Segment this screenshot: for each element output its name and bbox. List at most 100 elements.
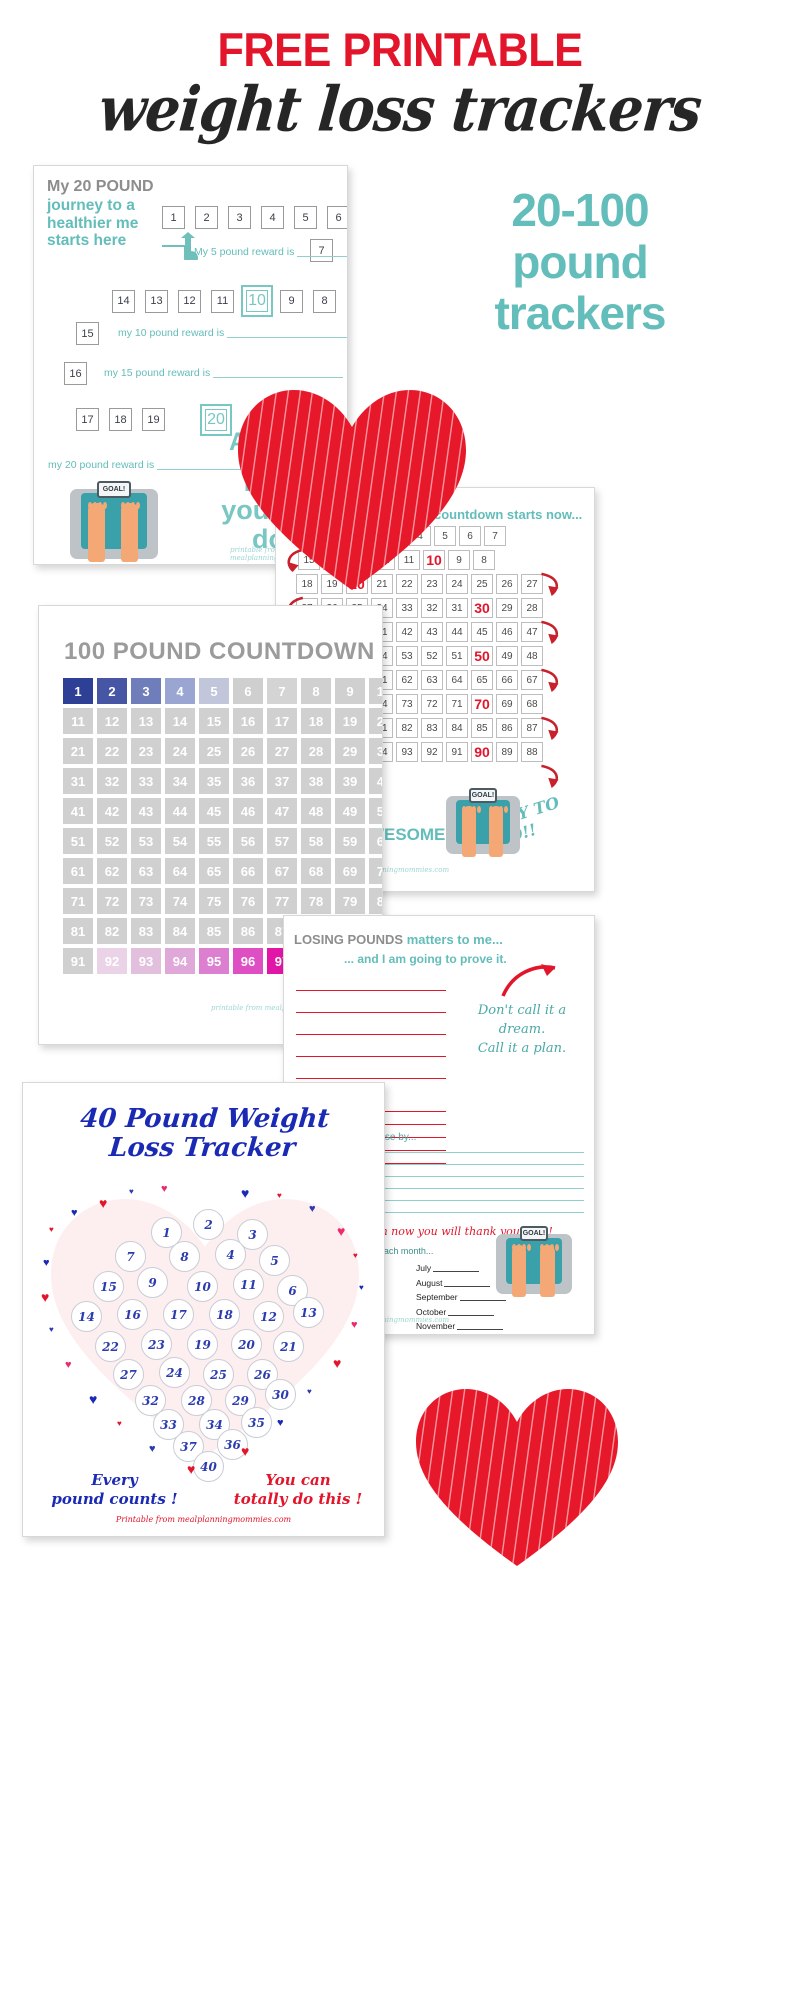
cardgrid-cell-45[interactable]: 45	[199, 798, 229, 824]
cardgrid-cell-34[interactable]: 34	[165, 768, 195, 794]
cardwhy-note-line-2[interactable]	[296, 1164, 584, 1165]
cardred-box-93[interactable]: 93	[396, 742, 418, 762]
cardheart-circle-11[interactable]: 11	[233, 1269, 264, 1300]
cardgrid-cell-3[interactable]: 3	[131, 678, 161, 704]
cardwhy-note-line-3[interactable]	[296, 1176, 584, 1177]
cardred-box-10[interactable]: 10	[423, 550, 445, 570]
cardheart-circle-4[interactable]: 4	[215, 1239, 246, 1270]
cardheart-circle-35[interactable]: 35	[241, 1407, 272, 1438]
cardgrid-cell-85[interactable]: 85	[199, 918, 229, 944]
cardgrid-cell-77[interactable]: 77	[267, 888, 297, 914]
cardred-box-64[interactable]: 64	[446, 670, 468, 690]
cardwhy-month-line-october[interactable]	[448, 1308, 495, 1316]
tracker-card-20-pound[interactable]: My 20 POUND journey to a healthier me st…	[33, 165, 348, 565]
cardgrid-cell-69[interactable]: 69	[335, 858, 365, 884]
cardgrid-cell-13[interactable]: 13	[131, 708, 161, 734]
cardgrid-cell-4[interactable]: 4	[165, 678, 195, 704]
cardgrid-cell-56[interactable]: 56	[233, 828, 263, 854]
cardred-box-72[interactable]: 72	[421, 694, 443, 714]
cardgrid-cell-25[interactable]: 25	[199, 738, 229, 764]
cardgrid-cell-43[interactable]: 43	[131, 798, 161, 824]
cardwhy-month-october[interactable]: October	[416, 1305, 506, 1320]
cardwhy-month-november[interactable]: November	[416, 1319, 506, 1334]
card20-box-14[interactable]: 14	[112, 289, 135, 313]
cardheart-circle-30[interactable]: 30	[265, 1379, 296, 1410]
cardwhy-month-september[interactable]: September	[416, 1290, 506, 1305]
cardgrid-cell-61[interactable]: 61	[63, 858, 93, 884]
cardred-box-45[interactable]: 45	[471, 622, 493, 642]
cardgrid-cell-68[interactable]: 68	[301, 858, 331, 884]
cardgrid-cell-96[interactable]: 96	[233, 948, 263, 974]
cardgrid-cell-50[interactable]: 50	[369, 798, 382, 824]
cardgrid-cell-55[interactable]: 55	[199, 828, 229, 854]
cardgrid-cell-92[interactable]: 92	[97, 948, 127, 974]
cardheart-circle-3[interactable]: 3	[237, 1219, 268, 1250]
cardgrid-cell-76[interactable]: 76	[233, 888, 263, 914]
cardgrid-cell-16[interactable]: 16	[233, 708, 263, 734]
cardgrid-cell-47[interactable]: 47	[267, 798, 297, 824]
card20-box-4[interactable]: 4	[261, 206, 284, 229]
cardred-box-7[interactable]: 7	[484, 526, 506, 546]
cardred-box-33[interactable]: 33	[396, 598, 418, 618]
cardgrid-cell-72[interactable]: 72	[97, 888, 127, 914]
cardgrid-cell-35[interactable]: 35	[199, 768, 229, 794]
cardgrid-cell-60[interactable]: 60	[369, 828, 382, 854]
cardheart-circle-10[interactable]: 10	[187, 1271, 218, 1302]
cardheart-circle-1[interactable]: 1	[151, 1217, 182, 1248]
cardheart-circle-24[interactable]: 24	[159, 1357, 190, 1388]
cardgrid-cell-22[interactable]: 22	[97, 738, 127, 764]
cardgrid-cell-83[interactable]: 83	[131, 918, 161, 944]
cardred-box-25[interactable]: 25	[471, 574, 493, 594]
cardgrid-cell-59[interactable]: 59	[335, 828, 365, 854]
cardgrid-cell-28[interactable]: 28	[301, 738, 331, 764]
cardgrid-cell-2[interactable]: 2	[97, 678, 127, 704]
cardgrid-cell-51[interactable]: 51	[63, 828, 93, 854]
cardwhy-note-line-6[interactable]	[296, 1212, 584, 1213]
cardred-box-48[interactable]: 48	[521, 646, 543, 666]
cardheart-circle-29[interactable]: 29	[225, 1385, 256, 1416]
cardred-box-47[interactable]: 47	[521, 622, 543, 642]
cardred-box-28[interactable]: 28	[521, 598, 543, 618]
card20-box-3[interactable]: 3	[228, 206, 251, 229]
cardwhy-month-august[interactable]: August	[416, 1276, 506, 1291]
cardgrid-cell-31[interactable]: 31	[63, 768, 93, 794]
cardgrid-cell-44[interactable]: 44	[165, 798, 195, 824]
cardgrid-cell-54[interactable]: 54	[165, 828, 195, 854]
cardred-box-63[interactable]: 63	[421, 670, 443, 690]
cardgrid-cell-10[interactable]: 10	[369, 678, 382, 704]
cardheart-circle-6[interactable]: 6	[277, 1275, 308, 1306]
cardheart-circle-36[interactable]: 36	[217, 1429, 248, 1460]
cardwhy-why-line-1[interactable]	[296, 990, 446, 991]
cardwhy-month-line-july[interactable]	[433, 1264, 480, 1272]
cardred-box-21[interactable]: 21	[371, 574, 393, 594]
cardgrid-cell-66[interactable]: 66	[233, 858, 263, 884]
cardgrid-cell-21[interactable]: 21	[63, 738, 93, 764]
cardheart-circle-16[interactable]: 16	[117, 1299, 148, 1330]
cardheart-circle-12[interactable]: 12	[253, 1301, 284, 1332]
cardred-box-5[interactable]: 5	[434, 526, 456, 546]
card20-milestone-20[interactable]: 20	[200, 404, 232, 436]
cardgrid-cell-27[interactable]: 27	[267, 738, 297, 764]
cardgrid-cell-95[interactable]: 95	[199, 948, 229, 974]
card20-reward-10-line[interactable]	[227, 327, 347, 338]
cardheart-circle-13[interactable]: 13	[293, 1297, 324, 1328]
cardred-box-44[interactable]: 44	[446, 622, 468, 642]
tracker-card-40-pound-heart[interactable]: 40 Pound Weight Loss Tracker 1 2 3 7 8 4 5 15 9 1…	[22, 1082, 385, 1537]
cardgrid-cell-84[interactable]: 84	[165, 918, 195, 944]
cardgrid-cell-18[interactable]: 18	[301, 708, 331, 734]
cardwhy-why-line-3[interactable]	[296, 1034, 446, 1035]
card20-reward-20-line[interactable]	[157, 459, 298, 470]
cardred-box-22[interactable]: 22	[396, 574, 418, 594]
cardgrid-cell-46[interactable]: 46	[233, 798, 263, 824]
cardred-box-73[interactable]: 73	[396, 694, 418, 714]
cardgrid-cell-74[interactable]: 74	[165, 888, 195, 914]
cardgrid-cell-7[interactable]: 7	[267, 678, 297, 704]
card20-box-12[interactable]: 12	[178, 289, 201, 313]
cardred-box-29[interactable]: 29	[496, 598, 518, 618]
cardgrid-cell-57[interactable]: 57	[267, 828, 297, 854]
cardred-box-86[interactable]: 86	[496, 718, 518, 738]
cardred-box-30[interactable]: 30	[471, 598, 493, 618]
card20-box-10[interactable]: 10	[241, 285, 273, 317]
cardheart-circle-14[interactable]: 14	[71, 1301, 102, 1332]
cardheart-circle-37[interactable]: 37	[173, 1431, 204, 1462]
